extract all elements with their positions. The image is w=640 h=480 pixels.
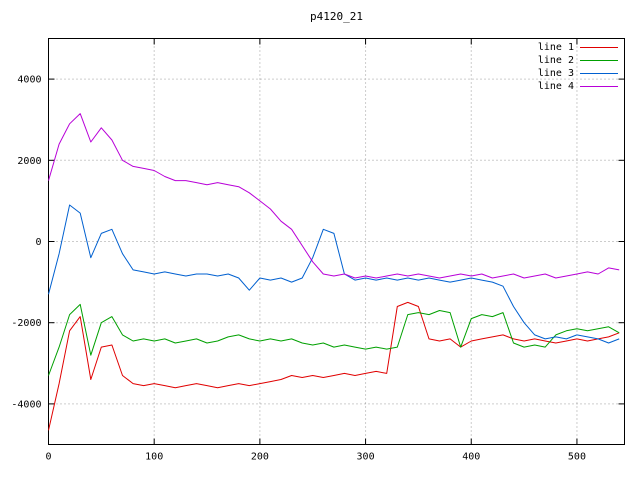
x-tick-label: 300 xyxy=(357,452,375,463)
legend-entry: line 4 xyxy=(538,80,618,93)
y-tick-label: -2000 xyxy=(11,318,41,329)
legend-swatch xyxy=(580,73,618,74)
x-tick-label: 200 xyxy=(251,452,269,463)
legend-entry: line 3 xyxy=(538,67,618,80)
series-line-3 xyxy=(48,204,620,344)
x-tick-label: 400 xyxy=(462,452,480,463)
legend-swatch xyxy=(580,86,618,87)
legend: line 1 line 2 line 3 line 4 xyxy=(538,41,618,93)
series-line-1 xyxy=(48,301,620,431)
legend-swatch xyxy=(580,60,618,61)
legend-label: line 4 xyxy=(537,81,574,92)
x-tick-label: 500 xyxy=(568,452,586,463)
legend-swatch xyxy=(580,47,618,48)
series-line-4 xyxy=(48,113,620,279)
y-tick-label: 4000 xyxy=(17,75,41,86)
legend-label: line 2 xyxy=(537,55,574,66)
legend-label: line 3 xyxy=(537,68,574,79)
legend-entry: line 2 xyxy=(538,54,618,67)
legend-label: line 1 xyxy=(537,42,574,53)
chart-title: p4120_21 xyxy=(310,10,363,23)
x-tick-label: 0 xyxy=(45,452,51,463)
legend-entry: line 1 xyxy=(538,41,618,54)
series-line-2 xyxy=(48,303,620,376)
y-tick-label: -4000 xyxy=(11,399,41,410)
y-tick-label: 2000 xyxy=(17,156,41,167)
x-tick-label: 100 xyxy=(145,452,163,463)
y-tick-label: 0 xyxy=(35,237,41,248)
